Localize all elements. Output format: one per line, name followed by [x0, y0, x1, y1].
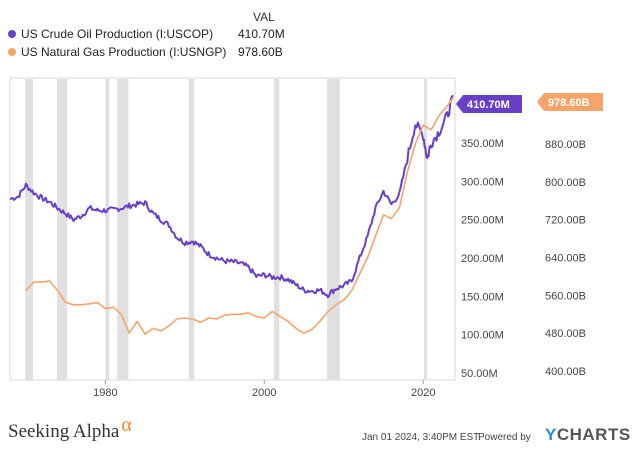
ycharts-y: Y — [545, 425, 557, 444]
legend-item-name: US Natural Gas Production (I:USNGP) — [21, 45, 227, 59]
recession-bands — [25, 79, 428, 380]
right-axis-tick-label: 640.00B — [545, 253, 586, 265]
brand-name: Seeking Alpha — [8, 421, 120, 442]
alpha-mark-icon: α — [121, 414, 132, 436]
recession-band — [327, 79, 340, 380]
x-axis: 1980 2000 2020 — [93, 380, 435, 399]
seeking-alpha-logo[interactable]: Seeking Alpha α — [8, 414, 132, 443]
timestamp: Jan 01 2024, 3:40PM EST. — [362, 432, 481, 443]
legend-value-header: VAL — [253, 10, 275, 24]
recession-band — [25, 79, 34, 380]
legend-item-value: 978.60B — [238, 45, 283, 59]
right-axis-tick-label: 480.00B — [545, 328, 586, 340]
left-axis-tick-label: 150.00M — [461, 291, 504, 303]
recession-band — [117, 79, 129, 380]
ycharts-wordmark: CHARTS — [556, 425, 631, 444]
recession-band — [188, 79, 195, 380]
recession-band — [56, 79, 68, 380]
gas-last-value-label: 978.60B — [548, 97, 590, 109]
legend-item-gas[interactable]: US Natural Gas Production (I:USNGP) 978.… — [8, 44, 283, 60]
left-axis-tick-label: 100.00M — [461, 330, 504, 342]
x-tick-label: 2000 — [252, 387, 276, 399]
plot-area-border — [9, 77, 456, 381]
right-axis-tick-label: 880.00B — [545, 139, 586, 151]
legend-item-value: 410.70M — [238, 27, 285, 41]
recession-band — [424, 79, 428, 380]
legend-item-oil[interactable]: US Crude Oil Production (I:USCOP) 410.70… — [8, 26, 285, 42]
right-axis-tick-label: 720.00B — [545, 215, 586, 227]
last-value-labels: 410.70M 978.60B — [456, 93, 603, 113]
recession-band — [273, 79, 280, 380]
right-axis-tick-label: 800.00B — [545, 177, 586, 189]
right-axis-tick-label: 400.00B — [545, 366, 586, 378]
left-axis-tick-label: 250.00M — [461, 215, 504, 227]
gas-series-dot-icon — [8, 47, 16, 56]
oil-series-line — [9, 95, 454, 299]
oil-last-value-label-bg — [456, 95, 522, 113]
series-lines — [9, 95, 455, 335]
left-axis-tick-label: 300.00M — [461, 176, 504, 188]
x-tick-label: 2020 — [411, 387, 435, 399]
right-axis-tick-label: 560.00B — [545, 290, 586, 302]
recession-band — [105, 79, 110, 380]
x-tick-label: 1980 — [93, 387, 117, 399]
oil-last-value-label: 410.70M — [467, 99, 510, 111]
right-axis: 400.00B 480.00B 560.00B 640.00B 720.00B 800.0… — [545, 139, 586, 378]
ycharts-logo[interactable]: YCHARTS — [545, 425, 631, 445]
gas-series-line — [25, 96, 455, 335]
oil-series-dot-icon — [8, 29, 16, 38]
gas-last-value-label-bg — [537, 93, 603, 111]
powered-by-text: Powered by — [478, 432, 531, 443]
left-axis-tick-label: 350.00M — [461, 138, 504, 150]
left-axis-tick-label: 50.00M — [461, 368, 498, 380]
legend-item-name: US Crude Oil Production (I:USCOP) — [21, 27, 214, 41]
left-axis-tick-label: 200.00M — [461, 253, 504, 265]
left-axis: 50.00M 100.00M 150.00M 200.00M 250.00M 300.00… — [461, 138, 504, 380]
